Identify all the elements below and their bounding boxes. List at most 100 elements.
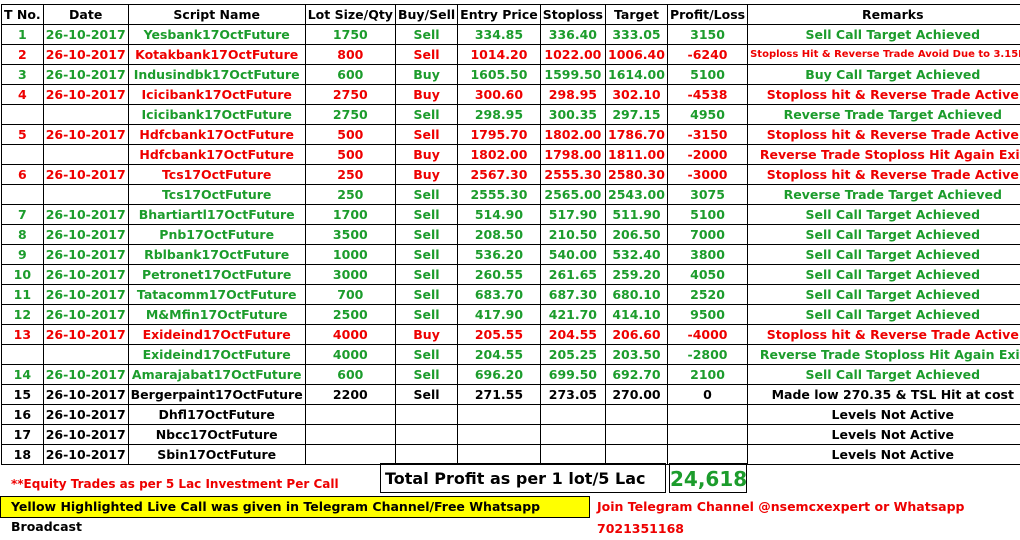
remarks-cell: Reverse Trade Stoploss Hit Again Exit [748, 345, 1020, 365]
script-name-cell: Rblbank17OctFuture [128, 245, 305, 265]
entry-price-cell: 1802.00 [458, 145, 541, 165]
lot-size-cell: 700 [305, 285, 395, 305]
script-name-cell: Sbin17OctFuture [128, 445, 305, 465]
script-name-cell: Hdfcbank17OctFuture [128, 145, 305, 165]
remarks-cell: Levels Not Active [748, 425, 1020, 445]
entry-price-cell: 1795.70 [458, 125, 541, 145]
target-cell: 1811.00 [606, 145, 668, 165]
buy-sell-cell: Buy [395, 165, 457, 185]
script-name-cell: Tcs17OctFuture [128, 185, 305, 205]
remarks-cell: Stoploss hit & Reverse Trade Active [748, 325, 1020, 345]
tno-cell: 5 [2, 125, 44, 145]
col-lot: Lot Size/Qty [305, 5, 395, 25]
script-name-cell: Indusindbk17OctFuture [128, 65, 305, 85]
script-name-cell: Hdfcbank17OctFuture [128, 125, 305, 145]
tno-cell [2, 145, 44, 165]
profit-loss-cell: -3000 [667, 165, 747, 185]
remarks-cell: Stoploss Hit & Reverse Trade Avoid Due t… [748, 45, 1020, 65]
profit-loss-cell: 7000 [667, 225, 747, 245]
buy-sell-cell: Sell [395, 25, 457, 45]
tno-cell: 11 [2, 285, 44, 305]
date-cell: 26-10-2017 [43, 425, 128, 445]
target-cell: 333.05 [606, 25, 668, 45]
buy-sell-cell: Sell [395, 45, 457, 65]
stoploss-cell: 2565.00 [540, 185, 605, 205]
date-cell: 26-10-2017 [43, 265, 128, 285]
lot-size-cell: 800 [305, 45, 395, 65]
stoploss-cell [540, 425, 605, 445]
entry-price-cell: 260.55 [458, 265, 541, 285]
buy-sell-cell: Sell [395, 265, 457, 285]
target-cell: 414.10 [606, 305, 668, 325]
buy-sell-cell: Sell [395, 285, 457, 305]
entry-price-cell: 536.20 [458, 245, 541, 265]
lot-size-cell: 500 [305, 145, 395, 165]
remarks-cell: Stoploss hit & Reverse Trade Active [748, 165, 1020, 185]
entry-price-cell: 2567.30 [458, 165, 541, 185]
tno-cell: 16 [2, 405, 44, 425]
date-cell: 26-10-2017 [43, 285, 128, 305]
target-cell [606, 445, 668, 465]
profit-loss-cell: -4538 [667, 85, 747, 105]
date-cell: 26-10-2017 [43, 385, 128, 405]
remarks-cell: Sell Call Target Achieved [748, 225, 1020, 245]
col-side: Buy/Sell [395, 5, 457, 25]
lot-size-cell: 1700 [305, 205, 395, 225]
target-cell: 302.10 [606, 85, 668, 105]
stoploss-cell: 540.00 [540, 245, 605, 265]
remarks-cell: Sell Call Target Achieved [748, 285, 1020, 305]
tno-cell: 17 [2, 425, 44, 445]
date-cell [43, 345, 128, 365]
entry-price-cell: 271.55 [458, 385, 541, 405]
profit-loss-cell: 2520 [667, 285, 747, 305]
stoploss-cell: 298.95 [540, 85, 605, 105]
date-cell: 26-10-2017 [43, 225, 128, 245]
tno-cell: 18 [2, 445, 44, 465]
lot-size-cell: 600 [305, 65, 395, 85]
tno-cell: 7 [2, 205, 44, 225]
remarks-cell: Stoploss hit & Reverse Trade Active [748, 125, 1020, 145]
stoploss-cell: 204.55 [540, 325, 605, 345]
yellow-highlight-note: Yellow Highlighted Live Call was given i… [0, 496, 590, 518]
script-name-cell: Yesbank17OctFuture [128, 25, 305, 45]
target-cell [606, 425, 668, 445]
date-cell: 26-10-2017 [43, 325, 128, 345]
tno-cell: 14 [2, 365, 44, 385]
entry-price-cell: 204.55 [458, 345, 541, 365]
date-cell: 26-10-2017 [43, 125, 128, 145]
profit-loss-cell: 3150 [667, 25, 747, 45]
profit-loss-cell: 3075 [667, 185, 747, 205]
target-cell: 1006.40 [606, 45, 668, 65]
date-cell: 26-10-2017 [43, 405, 128, 425]
col-stoploss: Stoploss [540, 5, 605, 25]
tno-cell: 12 [2, 305, 44, 325]
buy-sell-cell: Sell [395, 185, 457, 205]
entry-price-cell: 1014.20 [458, 45, 541, 65]
tno-cell: 1 [2, 25, 44, 45]
buy-sell-cell: Sell [395, 385, 457, 405]
tno-cell: 4 [2, 85, 44, 105]
date-cell: 26-10-2017 [43, 85, 128, 105]
profit-loss-cell: 9500 [667, 305, 747, 325]
date-cell: 26-10-2017 [43, 445, 128, 465]
entry-price-cell: 2555.30 [458, 185, 541, 205]
date-cell: 26-10-2017 [43, 245, 128, 265]
profit-loss-cell: 0 [667, 385, 747, 405]
script-name-cell: Petronet17OctFuture [128, 265, 305, 285]
buy-sell-cell: Sell [395, 205, 457, 225]
profit-loss-cell: -2000 [667, 145, 747, 165]
target-cell: 1786.70 [606, 125, 668, 145]
remarks-cell: Sell Call Target Achieved [748, 245, 1020, 265]
lot-size-cell [305, 445, 395, 465]
profit-loss-cell [667, 425, 747, 445]
profit-loss-cell: 4050 [667, 265, 747, 285]
target-cell: 532.40 [606, 245, 668, 265]
stoploss-cell: 300.35 [540, 105, 605, 125]
